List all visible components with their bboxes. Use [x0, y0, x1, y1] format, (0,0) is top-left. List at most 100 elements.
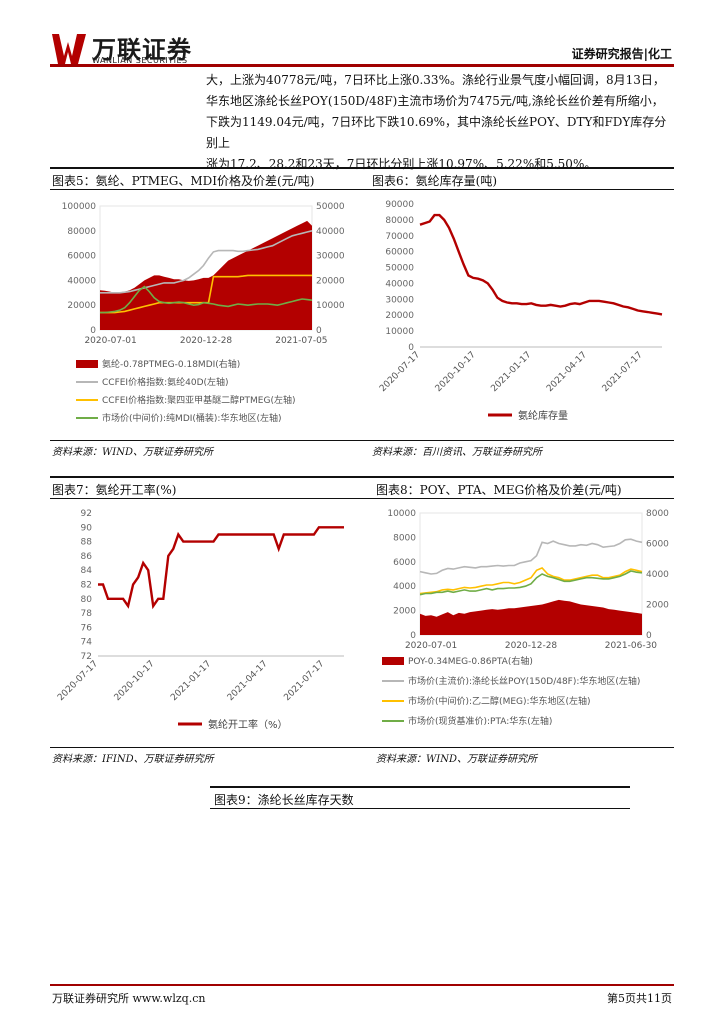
fig9-title-rule — [210, 808, 630, 809]
y-left-tick-label: 2000 — [393, 607, 416, 617]
x-tick-label: 2021-04-17 — [226, 659, 270, 703]
fig8-title: 图表8：POY、PTA、MEG价格及价差(元/吨) — [376, 483, 622, 497]
logo-text: 万联证券 — [92, 36, 192, 64]
y-right-tick-label: 30000 — [316, 252, 345, 262]
x-tick-label: 2020-12-28 — [180, 336, 233, 346]
fig6-chart: 0 10000 20000 30000 40000 50000 60000 70000 8000… — [378, 200, 663, 422]
y-tick-label: 82 — [81, 581, 92, 591]
series-line-spandex40D — [100, 230, 313, 294]
fig-row1-source-rule — [50, 440, 674, 441]
x-tick-label: 2021-04-17 — [545, 350, 589, 394]
series-line — [98, 526, 344, 610]
fig5-chart: 0 20000 40000 60000 80000 100000 0 10000 20000 30… — [62, 202, 345, 424]
y-tick-label: 0 — [408, 343, 414, 353]
body-line: 下跌为1149.04元/吨，7日环比下跌10.69%，其中涤纶长丝POY、DTY… — [206, 115, 667, 150]
y-tick-label: 10000 — [385, 327, 414, 337]
y-left-tick-label: 80000 — [67, 227, 96, 237]
y-tick-label: 90 — [81, 523, 93, 533]
legend-label: 市场价(中间价):纯MDI(桶装):华东地区(左轴) — [102, 412, 281, 424]
y-right-tick-label: 8000 — [646, 509, 669, 519]
x-tick-label: 2021-01-17 — [489, 350, 533, 394]
y-tick-label: 60000 — [385, 248, 414, 258]
body-line: 华东地区涤纶长丝POY(150D/48F)主流市场价为7475元/吨,涤纶长丝价… — [206, 94, 664, 108]
fig8-chart: 0 2000 4000 6000 8000 10000 0 2000 4000 6000 8000 2… — [382, 509, 669, 727]
series-line-MDI — [100, 285, 313, 314]
y-tick-label: 80 — [81, 595, 93, 605]
legend-label: CCFEI价格指数:聚四亚甲基醚二醇PTMEG(左轴) — [102, 394, 296, 406]
y-right-tick-label: 0 — [646, 631, 652, 641]
y-right-tick-label: 10000 — [316, 301, 345, 311]
y-left-tick-label: 0 — [90, 326, 96, 336]
legend-label: 氨纶开工率（%） — [208, 718, 288, 731]
y-tick-label: 90000 — [385, 200, 414, 210]
fig-row2-source-rule — [50, 747, 674, 748]
series-line-POY — [419, 538, 643, 575]
y-tick-label: 84 — [81, 566, 93, 576]
x-tick-label: 2021-06-30 — [605, 641, 658, 651]
y-right-tick-label: 40000 — [316, 227, 345, 237]
legend-label: 氨纶-0.78PTMEG-0.18MDI(右轴) — [102, 358, 240, 370]
y-tick-label: 72 — [81, 652, 92, 662]
y-tick-label: 30000 — [385, 295, 414, 305]
y-left-tick-label: 0 — [410, 631, 416, 641]
legend-label: 市场价(现货基准价):PTA:华东(左轴) — [408, 715, 552, 727]
fig9-top-rule — [210, 786, 630, 788]
fig6-source: 资料来源：百川资讯、万联证券研究所 — [372, 447, 542, 458]
y-left-tick-label: 6000 — [393, 558, 416, 568]
body-line: 大，上涨为40778元/吨，7日环比上涨0.33%。涤纶行业景气度小幅回调，8月… — [206, 73, 665, 87]
y-right-tick-label: 20000 — [316, 276, 345, 286]
series-line-MEG — [419, 566, 643, 595]
y-tick-label: 86 — [81, 552, 93, 562]
x-tick-label: 2020-10-17 — [434, 350, 478, 394]
fig5-title: 图表5：氨纶、PTMEG、MDI价格及价差(元/吨) — [52, 174, 315, 188]
fig6-title: 图表6：氨纶库存量(吨) — [372, 174, 497, 188]
header-divider — [50, 64, 674, 67]
fig9-title: 图表9：涤纶长丝库存天数 — [214, 793, 354, 807]
y-right-tick-label: 4000 — [646, 570, 669, 580]
legend-label: 市场价(中间价):乙二醇(MEG):华东地区(左轴) — [408, 695, 591, 707]
y-left-tick-label: 20000 — [67, 301, 96, 311]
series-line-PTA — [419, 570, 643, 596]
legend-label: POY-0.34MEG-0.86PTA(右轴) — [408, 655, 533, 667]
legend-label: CCFEI价格指数:氨纶40D(左轴) — [102, 376, 229, 388]
y-left-tick-label: 4000 — [393, 582, 416, 592]
y-right-tick-label: 2000 — [646, 601, 669, 611]
y-right-tick-label: 0 — [316, 326, 322, 336]
legend-label: 氨纶库存量 — [518, 409, 568, 422]
y-tick-label: 76 — [81, 623, 93, 633]
y-tick-label: 20000 — [385, 311, 414, 321]
fig-row2-top-rule — [50, 476, 674, 478]
x-tick-label: 2020-07-17 — [378, 350, 422, 394]
logo-english: WANLIAN SECURITIES — [92, 56, 188, 65]
report-type: 证券研究报告|化工 — [571, 47, 672, 61]
y-tick-label: 78 — [81, 609, 93, 619]
x-tick-label: 2020-07-01 — [405, 641, 457, 651]
y-left-tick-label: 8000 — [393, 533, 416, 543]
fig5-source: 资料来源：WIND、万联证券研究所 — [52, 447, 213, 458]
x-tick-label: 2021-07-05 — [275, 336, 327, 346]
y-left-tick-label: 100000 — [62, 202, 97, 212]
x-tick-label: 2020-12-28 — [505, 641, 558, 651]
page-number: 第5页共11页 — [607, 992, 672, 1005]
y-left-tick-label: 60000 — [67, 252, 96, 262]
y-tick-label: 50000 — [385, 264, 414, 274]
wanlian-logo-icon — [52, 34, 86, 64]
y-tick-label: 70000 — [385, 232, 414, 242]
y-left-tick-label: 40000 — [67, 276, 96, 286]
series-area-spread — [420, 599, 642, 635]
body-paragraph: 大，上涨为40778元/吨，7日环比上涨0.33%。涤纶行业景气度小幅回调，8月… — [206, 70, 676, 175]
y-tick-label: 40000 — [385, 279, 414, 289]
x-tick-label: 2021-01-17 — [169, 659, 213, 703]
x-tick-label: 2021-07-17 — [282, 659, 326, 703]
y-tick-label: 88 — [81, 538, 93, 548]
footer-divider — [50, 984, 674, 986]
fig-row1-title-rule — [50, 189, 674, 190]
fig7-source: 资料来源：IFIND、万联证券研究所 — [52, 754, 214, 765]
series-line — [419, 213, 663, 316]
x-tick-label: 2020-10-17 — [113, 659, 157, 703]
x-tick-label: 2020-07-17 — [56, 659, 100, 703]
legend-label: 市场价(主流价):涤纶长丝POY(150D/48F):华东地区(左轴) — [408, 675, 640, 687]
y-tick-label: 80000 — [385, 216, 414, 226]
y-tick-label: 74 — [81, 638, 93, 648]
series-area-spread — [100, 220, 312, 330]
